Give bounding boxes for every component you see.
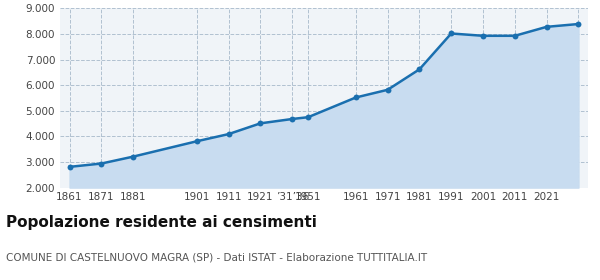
Point bbox=[287, 117, 297, 121]
Point bbox=[383, 88, 392, 92]
Point bbox=[65, 165, 74, 169]
Point bbox=[128, 154, 138, 159]
Point bbox=[542, 25, 551, 29]
Point bbox=[446, 31, 456, 36]
Point bbox=[351, 95, 361, 100]
Point bbox=[510, 34, 520, 38]
Point bbox=[224, 132, 233, 136]
Point bbox=[415, 67, 424, 72]
Text: Popolazione residente ai censimenti: Popolazione residente ai censimenti bbox=[6, 215, 317, 230]
Text: COMUNE DI CASTELNUOVO MAGRA (SP) - Dati ISTAT - Elaborazione TUTTITALIA.IT: COMUNE DI CASTELNUOVO MAGRA (SP) - Dati … bbox=[6, 252, 427, 262]
Point bbox=[256, 121, 265, 126]
Point bbox=[192, 139, 202, 144]
Point bbox=[478, 34, 488, 38]
Point bbox=[574, 22, 583, 26]
Point bbox=[97, 161, 106, 166]
Point bbox=[303, 115, 313, 120]
